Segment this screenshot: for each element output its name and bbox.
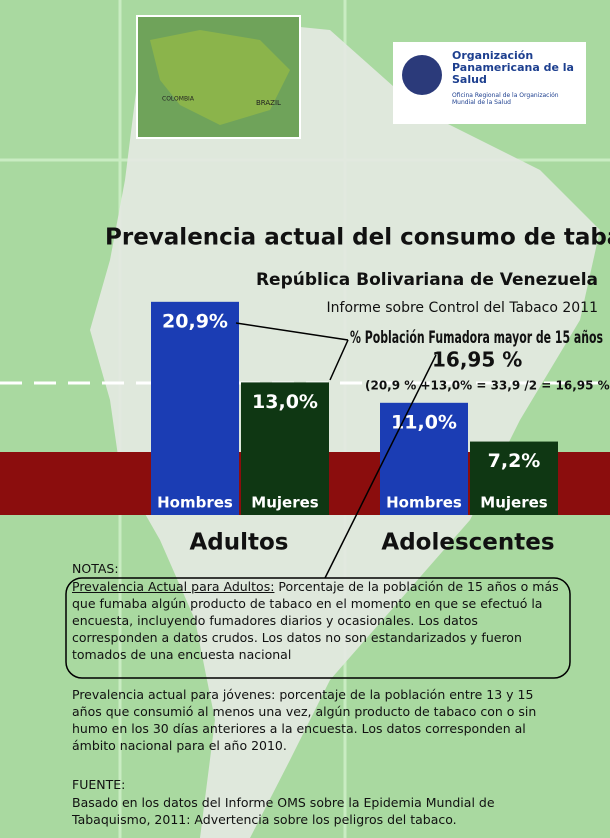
annotation-value: 16,95 % (432, 348, 522, 372)
value-label: 20,9% (162, 310, 228, 332)
value-label: 13,0% (252, 391, 318, 413)
chart-title: Prevalencia actual del consumo de tabaco (105, 225, 610, 251)
notes-heading: NOTAS: (72, 561, 119, 576)
logo: Organización Panamericana de la Salud Of… (393, 42, 586, 124)
map-label: BRAZIL (256, 99, 281, 107)
bar-label: Hombres (157, 494, 233, 512)
annotation-formula: (20,9 % +13,0% = 33,9 /2 = 16,95 %) (365, 379, 610, 393)
map-label: COLOMBIA (162, 96, 195, 103)
group-label: Adolescentes (381, 530, 554, 556)
bar-label: Hombres (386, 494, 462, 512)
map: COLOMBIA BRAZIL (136, 15, 301, 139)
adult-term: Prevalencia Actual para Adultos: (72, 579, 275, 594)
bar (241, 382, 329, 515)
bars: Adultos 20,9% Hombres 13,0% Mujeres Adolescen… (151, 301, 558, 556)
adult-text: Porcentaje de la población de 15 años o … (72, 579, 559, 662)
logo-sub: Oficina Regional de la Organización Mund… (452, 92, 559, 106)
youth-note: Prevalencia actual para jóvenes: porcent… (72, 687, 537, 753)
annotation: % Población Fumadora mayor de 15 años (350, 328, 603, 348)
source-heading: FUENTE: (72, 777, 126, 792)
group-label: Adultos (189, 530, 288, 556)
source-text: Basado en los datos del Informe OMS sobr… (72, 795, 495, 827)
report: Informe sobre Control del Tabaco 2011 (327, 300, 598, 316)
logo-name: Organización Panamericana de la Salud (452, 50, 574, 86)
bar (380, 402, 468, 515)
value-label: 11,0% (391, 411, 457, 433)
bar (151, 301, 239, 515)
subtitle: República Bolivariana de Venezuela (256, 270, 598, 290)
bar-label: Mujeres (480, 494, 547, 512)
value-label: 7,2% (488, 450, 541, 472)
bar-label: Mujeres (251, 494, 318, 512)
adult-note: Prevalencia Actual para Adultos: Porcent… (72, 578, 562, 663)
bar (470, 441, 558, 515)
connectors (65, 322, 571, 679)
